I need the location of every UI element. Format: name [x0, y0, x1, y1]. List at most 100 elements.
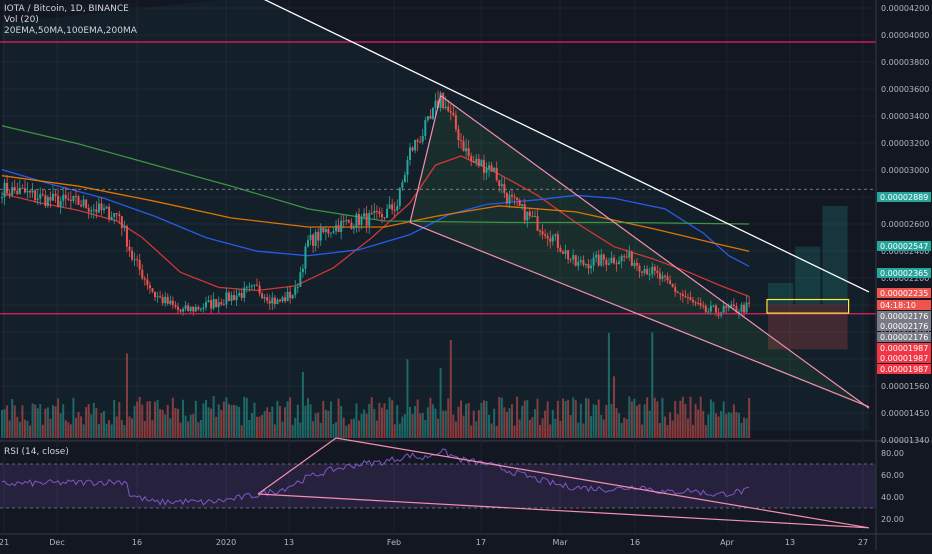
volume-bar	[34, 404, 37, 438]
volume-bar	[745, 418, 748, 438]
volume-bar	[253, 402, 256, 438]
volume-bar	[712, 401, 715, 438]
volume-bar	[511, 404, 513, 438]
volume-bar	[187, 421, 190, 438]
volume-bar	[182, 399, 185, 438]
volume-bar	[546, 401, 549, 438]
candle	[125, 225, 128, 247]
volume-bar	[286, 401, 289, 438]
candle	[44, 195, 47, 206]
symbol-legend[interactable]: IOTA / Bitcoin, 1D, BINANCE	[4, 4, 129, 14]
volume-bar	[686, 418, 689, 438]
volume-bar	[194, 400, 197, 438]
rsi-pane	[0, 437, 876, 529]
candle	[115, 213, 118, 215]
volume-bar	[539, 424, 542, 438]
volume-bar	[646, 397, 649, 438]
candle	[421, 135, 424, 142]
volume-bar	[465, 403, 468, 438]
volume-bar	[584, 397, 587, 438]
candle	[523, 204, 526, 221]
volume-bar	[263, 410, 266, 438]
volume-bar	[352, 418, 355, 438]
candle	[651, 266, 654, 275]
candle	[605, 259, 608, 265]
volume-bar	[301, 371, 304, 438]
candle	[21, 187, 24, 189]
volume-bar	[595, 404, 598, 438]
volume-bar	[727, 412, 730, 438]
volume-bar	[661, 397, 664, 438]
volume-bar	[319, 422, 322, 438]
rsi-legend[interactable]: RSI (14, close)	[4, 447, 69, 457]
candle	[572, 255, 575, 260]
candle	[661, 275, 664, 280]
candle	[692, 299, 695, 303]
volume-bar	[523, 400, 526, 438]
candle	[90, 210, 93, 212]
volume-bar	[304, 405, 307, 438]
candle	[449, 111, 452, 113]
volume-bar	[41, 424, 44, 438]
volume-bar	[238, 407, 241, 438]
time-tick-label: Apr	[720, 538, 735, 547]
candle	[31, 190, 34, 193]
candle	[327, 228, 330, 234]
volume-bar	[694, 403, 697, 438]
volume-bar	[521, 405, 524, 438]
candle	[732, 304, 735, 306]
volume-legend[interactable]: Vol (20)	[4, 15, 39, 25]
rsi-tick-label: 80.00	[881, 449, 904, 458]
candle	[472, 161, 475, 163]
volume-bar	[666, 424, 669, 438]
candle	[681, 293, 684, 296]
price-tick-label: 0.00002200	[881, 274, 929, 283]
candle	[199, 308, 202, 310]
candle	[704, 305, 707, 313]
candle	[689, 297, 692, 300]
volume-bar	[656, 401, 659, 438]
volume-bar	[577, 422, 580, 438]
volume-bar	[284, 407, 287, 438]
drawings	[0, 0, 876, 409]
volume-bar	[335, 422, 338, 438]
volume-bar	[386, 409, 389, 438]
candle	[465, 148, 468, 152]
candle	[120, 216, 123, 228]
candle	[184, 305, 187, 309]
volume-bar	[95, 407, 98, 438]
volume-bar	[23, 419, 26, 438]
volume-bar	[470, 425, 473, 438]
candle	[273, 297, 276, 305]
price-tick-label: 0.00001340	[881, 436, 929, 445]
volume-bar	[623, 417, 626, 438]
volume-bar	[227, 403, 230, 438]
candle	[286, 291, 289, 302]
volume-bar	[669, 412, 672, 438]
candle	[511, 194, 513, 197]
volume-bar	[97, 424, 100, 438]
ma-legend[interactable]: 20EMA,50MA,100EMA,200MA	[4, 26, 137, 36]
candle	[123, 225, 126, 228]
candle	[383, 217, 386, 219]
volume-bar	[72, 397, 75, 438]
candle	[29, 190, 32, 193]
volume-bar	[44, 408, 47, 438]
candle	[727, 307, 730, 309]
volume-bar	[528, 419, 531, 438]
candle	[590, 265, 593, 269]
candle	[528, 211, 531, 217]
price-badge	[877, 343, 931, 353]
volume-bar	[426, 407, 429, 438]
candle	[737, 311, 740, 313]
volume-bar	[225, 397, 228, 438]
volume-bar	[133, 405, 136, 438]
candle	[314, 231, 317, 246]
candle	[95, 209, 98, 213]
volume-bar	[192, 413, 195, 438]
volume-bar	[189, 414, 192, 438]
candle	[289, 291, 292, 299]
time-axis: 21 Dec 16 2020 13 Feb 17 Mar 16 Apr 13 27	[0, 538, 868, 547]
